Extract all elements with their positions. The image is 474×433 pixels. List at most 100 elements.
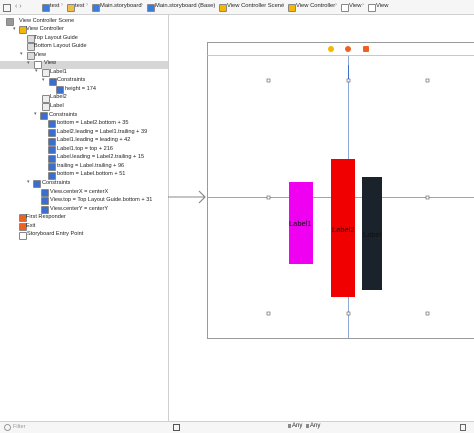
- outline-icon: [19, 231, 27, 240]
- label2-view[interactable]: [331, 159, 355, 297]
- disclosure-triangle[interactable]: ▾: [34, 111, 37, 118]
- outline-item[interactable]: Constraints: [42, 179, 71, 186]
- outline-icon: [27, 52, 35, 60]
- breadcrumb-separator: ›: [282, 2, 284, 8]
- outline-item[interactable]: Label.leading = Label2.trailing + 15: [57, 154, 145, 161]
- entry-arrow-head: [198, 190, 206, 204]
- outline-icon: [48, 154, 56, 163]
- outline-icon: [48, 137, 56, 146]
- outline-icon: [40, 111, 48, 120]
- disclosure-triangle[interactable]: ▾: [35, 68, 38, 75]
- breadcrumb-separator: ›: [141, 2, 143, 8]
- disclosure-triangle[interactable]: ▾: [27, 179, 30, 186]
- outline-icon: [19, 223, 27, 231]
- outline-icon: [42, 69, 50, 78]
- breadcrumb-separator: ›: [86, 2, 88, 8]
- label1-text: Label1: [289, 219, 312, 228]
- label2-text: Label2: [332, 225, 355, 234]
- filter-icon: [4, 424, 11, 431]
- resize-handles: [266, 78, 430, 316]
- breadcrumb-item[interactable]: View: [376, 3, 389, 9]
- disclosure-triangle[interactable]: ▾: [20, 51, 23, 58]
- outline-icon: [42, 94, 50, 103]
- label-text: Label: [363, 230, 382, 239]
- outline-item[interactable]: Top Layout Guide: [34, 34, 78, 41]
- breadcrumb-item[interactable]: test: [75, 3, 85, 9]
- disclosure-triangle[interactable]: ▾: [27, 59, 30, 66]
- outline-item[interactable]: First Responder: [26, 214, 66, 221]
- outline-icon: [41, 205, 49, 214]
- outline-toggle[interactable]: [173, 424, 180, 431]
- outline-item[interactable]: Constraints: [57, 77, 86, 84]
- outline-icon: [19, 214, 27, 223]
- outline-item[interactable]: Label2: [50, 94, 67, 101]
- outline-item[interactable]: Storyboard Entry Point: [27, 231, 84, 238]
- height-size-class[interactable]: Any: [310, 423, 321, 429]
- outline-icon: [48, 128, 56, 137]
- outline-icon: [41, 188, 49, 197]
- breadcrumb-icon: [341, 4, 349, 12]
- label-view[interactable]: [362, 177, 382, 290]
- outline-item[interactable]: View Controller: [26, 26, 64, 33]
- label1-view[interactable]: [289, 182, 313, 264]
- outline-item[interactable]: Label2.leading = Label1.trailing + 39: [57, 128, 148, 135]
- breadcrumb-icon: [368, 4, 376, 12]
- vc-icon[interactable]: [328, 46, 334, 52]
- outline-icon: [56, 86, 64, 95]
- disclosure-triangle[interactable]: ▾: [42, 76, 45, 83]
- outline-item[interactable]: View Controller Scene: [19, 17, 75, 24]
- back-forward[interactable]: ‹ ›: [15, 3, 22, 10]
- outline-item[interactable]: View: [34, 51, 47, 58]
- breadcrumb-item[interactable]: View Controller Scene: [227, 3, 285, 9]
- outline-item[interactable]: Label1: [50, 68, 67, 75]
- breadcrumb-separator: ›: [335, 2, 337, 8]
- outline-icon: [48, 163, 56, 172]
- breadcrumb-item[interactable]: test: [50, 3, 60, 9]
- outline-icon: [41, 197, 49, 206]
- layout-button[interactable]: [460, 424, 466, 431]
- outline-item[interactable]: bottom = Label2.bottom + 35: [57, 120, 129, 127]
- outline-icon: [27, 34, 35, 43]
- jump-bar: [0, 0, 474, 15]
- breadcrumb-icon: [42, 4, 50, 12]
- outline-item[interactable]: View: [44, 60, 57, 67]
- breadcrumb-item[interactable]: View Controller: [296, 3, 336, 9]
- outline-item[interactable]: Constraints: [49, 111, 78, 118]
- outline-icon: [6, 17, 14, 26]
- related-items-icon[interactable]: [3, 4, 11, 12]
- outline-icon: [19, 26, 27, 35]
- outline-icon: [48, 171, 56, 180]
- outline-item[interactable]: Exit: [26, 222, 36, 229]
- outline-item[interactable]: Label1.leading = leading + 42: [57, 137, 131, 144]
- width-size-class[interactable]: Any: [292, 423, 303, 429]
- breadcrumb-item[interactable]: Main.storyboard: [100, 3, 142, 9]
- height-class-icon: [306, 424, 309, 428]
- outline-item[interactable]: height = 174: [65, 85, 96, 92]
- outline-item[interactable]: Label: [50, 103, 64, 109]
- breadcrumb-item[interactable]: View: [349, 3, 362, 9]
- document-outline: [0, 15, 169, 421]
- disclosure-triangle[interactable]: ▾: [13, 25, 16, 32]
- outline-item[interactable]: View.centerX = centerX: [50, 188, 109, 195]
- breadcrumb-icon: [147, 4, 155, 12]
- outline-item[interactable]: bottom = Label.bottom + 51: [57, 171, 126, 178]
- outline-icon: [33, 180, 41, 189]
- outline-icon: [48, 146, 56, 155]
- outline-item[interactable]: View.centerY = centerY: [50, 205, 109, 212]
- breadcrumb-icon: [92, 4, 100, 12]
- breadcrumb-separator: ›: [61, 2, 63, 8]
- outline-item[interactable]: View.top = Top Layout Guide.bottom + 31: [50, 197, 153, 204]
- outline-item[interactable]: trailing = Label.trailing + 96: [57, 162, 125, 169]
- breadcrumb-item[interactable]: Main.storyboard (Base): [155, 3, 216, 9]
- exit-icon[interactable]: [363, 46, 369, 52]
- outline-item[interactable]: Label1.top = top + 216: [57, 145, 113, 152]
- outline-icon: [48, 120, 56, 129]
- filter-field[interactable]: Filter: [13, 424, 26, 430]
- breadcrumb-icon: [288, 4, 296, 12]
- outline-item[interactable]: Bottom Layout Guide: [34, 43, 87, 50]
- outline-icon: [49, 77, 57, 86]
- responder-icon[interactable]: [345, 46, 351, 52]
- outline-icon: [42, 103, 50, 112]
- breadcrumb-separator: ›: [213, 2, 215, 8]
